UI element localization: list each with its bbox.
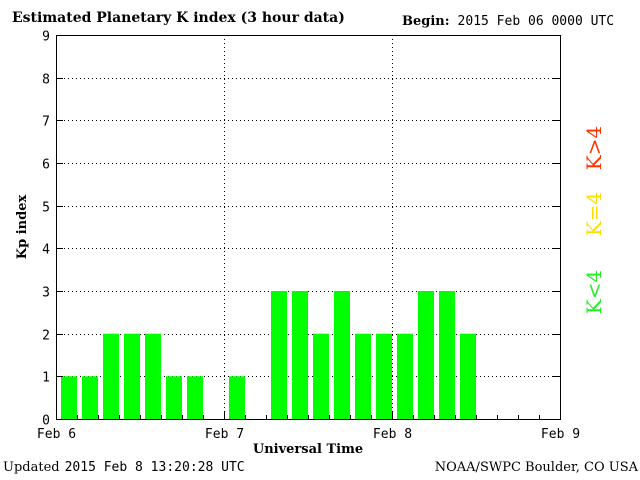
kp-bar bbox=[334, 291, 350, 419]
x-axis-ticks: Feb 6 Feb 7 Feb 8 Feb 9 bbox=[37, 411, 580, 442]
y-tick-label: 4 bbox=[42, 243, 50, 258]
kp-bar bbox=[166, 376, 182, 419]
bar-series bbox=[61, 291, 476, 419]
chart-title: Estimated Planetary K index (3 hour data… bbox=[12, 10, 345, 26]
kp-bar bbox=[61, 376, 77, 419]
kp-bar bbox=[376, 333, 392, 419]
kp-bar bbox=[397, 333, 413, 419]
legend-item: K>4 bbox=[582, 126, 606, 170]
kp-bar bbox=[124, 333, 140, 419]
x-tick-label: Feb 9 bbox=[541, 427, 580, 442]
x-tick-label: Feb 8 bbox=[373, 427, 412, 442]
y-axis-label: Kp index bbox=[15, 195, 30, 260]
y-tick-label: 5 bbox=[42, 201, 50, 216]
y-tick-label: 7 bbox=[42, 115, 50, 130]
updated-time: Updated 2015 Feb 8 13:20:28 UTC bbox=[3, 460, 245, 475]
y-axis-ticks: 0 1 2 3 4 5 6 7 8 9 bbox=[42, 30, 560, 429]
y-tick-label: 9 bbox=[42, 30, 50, 45]
legend-item: K<4 bbox=[582, 270, 606, 314]
y-tick-label: 2 bbox=[42, 329, 50, 344]
kp-bar bbox=[418, 291, 434, 419]
updated-value: 2015 Feb 8 13:20:28 UTC bbox=[64, 460, 245, 475]
kp-bar bbox=[103, 333, 119, 419]
kp-bar bbox=[292, 291, 308, 419]
begin-value: 2015 Feb 06 0000 UTC bbox=[457, 14, 615, 29]
kp-bar bbox=[187, 376, 203, 419]
kp-bar bbox=[271, 291, 287, 419]
begin-time: Begin: 2015 Feb 06 0000 UTC bbox=[402, 14, 614, 29]
legend-item: K=4 bbox=[582, 192, 606, 236]
x-tick-label: Feb 7 bbox=[205, 427, 244, 442]
credit: NOAA/SWPC Boulder, CO USA bbox=[434, 460, 638, 475]
y-tick-label: 6 bbox=[42, 158, 50, 173]
y-tick-label: 8 bbox=[42, 73, 50, 88]
y-tick-label: 3 bbox=[42, 286, 50, 301]
x-tick-label: Feb 6 bbox=[37, 427, 76, 442]
kp-bar bbox=[313, 333, 329, 419]
legend: K>4 K=4 K<4 bbox=[582, 126, 606, 314]
plot-frame bbox=[56, 35, 561, 420]
x-axis-label: Universal Time bbox=[253, 442, 363, 457]
kp-bar bbox=[82, 376, 98, 419]
kp-bar bbox=[355, 333, 371, 419]
begin-label: Begin: bbox=[402, 14, 450, 29]
updated-label: Updated bbox=[3, 460, 60, 475]
y-tick-label: 1 bbox=[42, 371, 50, 386]
kp-bar bbox=[460, 333, 476, 419]
kp-bar bbox=[439, 291, 455, 419]
kp-bar bbox=[145, 333, 161, 419]
kp-bar bbox=[229, 376, 245, 419]
y-tick-label: 0 bbox=[42, 414, 50, 429]
